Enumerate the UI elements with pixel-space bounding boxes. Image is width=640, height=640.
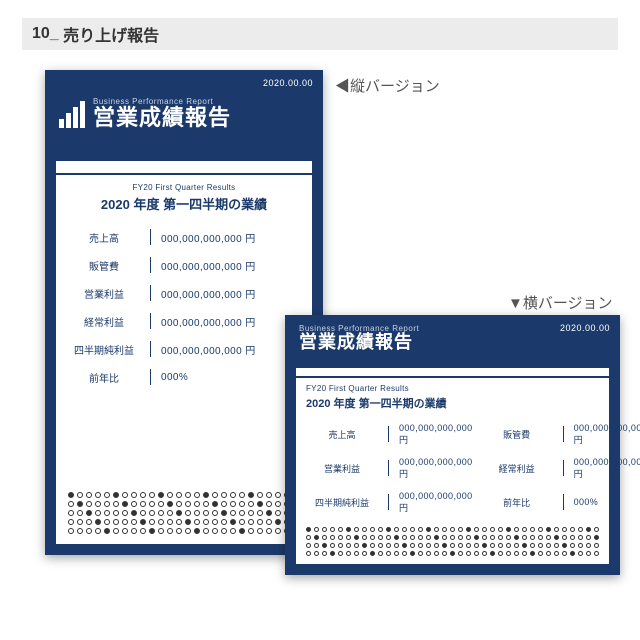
separator (150, 285, 151, 301)
metric-label: 経常利益 (68, 314, 140, 329)
report-card-landscape: 2020.00.00 Business Performance Report 営… (285, 315, 620, 575)
page-title-bar: 10_ 売り上げ報告 (22, 18, 618, 50)
metric-label: 四半期純利益 (68, 342, 140, 357)
metric-row: 売上高 000,000,000,000 円 (306, 417, 473, 451)
separator (388, 494, 389, 510)
metric-rows: 売上高000,000,000,000 円販管費000,000,000,000 円… (306, 417, 599, 519)
metric-value: 000% (574, 497, 640, 507)
report-card-portrait: 2020.00.00 Business Performance Report 営… (45, 70, 323, 555)
section-title: 売り上げ報告 (63, 22, 159, 46)
card-header: Business Performance Report 営業成績報告 (45, 98, 323, 150)
placeholder-line (306, 527, 599, 532)
placeholder-line (68, 510, 300, 516)
placeholder-text (306, 527, 599, 556)
placeholder-line (68, 492, 300, 498)
placeholder-line (68, 528, 300, 534)
metric-row: 経常利益 000,000,000,000 円 (68, 307, 300, 335)
metric-value: 000,000,000,000 円 (574, 423, 640, 446)
metric-row: 経常利益 000,000,000,000 円 (481, 451, 640, 485)
metric-label: 営業利益 (68, 286, 140, 301)
metric-value: 000,000,000,000 円 (161, 314, 300, 329)
separator (563, 426, 564, 442)
metric-rows: 売上高000,000,000,000 円販管費000,000,000,000 円… (68, 223, 300, 484)
metric-label: 前年比 (68, 370, 140, 385)
header-title-jp: 営業成績報告 (93, 106, 231, 130)
section-number: 10_ (32, 25, 59, 43)
separator (150, 229, 151, 245)
portrait-version-label: ◀縦バージョン (335, 75, 440, 96)
placeholder-line (68, 501, 300, 507)
separator (150, 369, 151, 385)
metric-label: 販管費 (481, 428, 553, 441)
metric-value: 000,000,000,000 円 (161, 258, 300, 273)
metric-row: 売上高 000,000,000,000 円 (68, 223, 300, 251)
placeholder-line (306, 535, 599, 540)
panel-subtitle-en: FY20 First Quarter Results (68, 183, 300, 192)
metric-value: 000,000,000,000 円 (399, 491, 473, 514)
metric-label: 売上高 (306, 428, 378, 441)
metric-value: 000% (161, 372, 300, 383)
separator (150, 257, 151, 273)
metric-value: 000,000,000,000 円 (399, 457, 473, 480)
header-title-jp: 営業成績報告 (299, 333, 419, 353)
panel-subtitle-en: FY20 First Quarter Results (306, 384, 599, 393)
metric-row: 前年比 000% (68, 363, 300, 391)
landscape-version-label: ▼横バージョン (508, 292, 613, 313)
placeholder-line (68, 519, 300, 525)
card-header: Business Performance Report 営業成績報告 (285, 325, 620, 363)
metric-label: 営業利益 (306, 462, 378, 475)
metric-row: 営業利益 000,000,000,000 円 (306, 451, 473, 485)
placeholder-text (68, 492, 300, 534)
accent-bar (56, 173, 312, 175)
placeholder-line (306, 551, 599, 556)
metric-label: 販管費 (68, 258, 140, 273)
metric-row: 販管費 000,000,000,000 円 (481, 417, 640, 451)
metric-row: 前年比 000% (481, 485, 640, 519)
metric-label: 経常利益 (481, 462, 553, 475)
panel-title-jp: 2020 年度 第一四半期の業績 (306, 395, 599, 411)
panel-title-jp: 2020 年度 第一四半期の業績 (68, 194, 300, 213)
metric-label: 売上高 (68, 230, 140, 245)
separator (150, 341, 151, 357)
panel: FY20 First Quarter Results 2020 年度 第一四半期… (295, 367, 610, 565)
metric-value: 000,000,000,000 円 (574, 457, 640, 480)
metric-value: 000,000,000,000 円 (161, 342, 300, 357)
metric-row: 販管費 000,000,000,000 円 (68, 251, 300, 279)
metric-label: 四半期純利益 (306, 496, 378, 509)
metric-value: 000,000,000,000 円 (399, 423, 473, 446)
panel: FY20 First Quarter Results 2020 年度 第一四半期… (55, 160, 313, 545)
separator (150, 313, 151, 329)
metric-label: 前年比 (481, 496, 553, 509)
metric-row: 四半期純利益 000,000,000,000 円 (68, 335, 300, 363)
metric-value: 000,000,000,000 円 (161, 286, 300, 301)
separator (563, 494, 564, 510)
separator (563, 460, 564, 476)
bar-chart-icon (59, 100, 85, 128)
metric-row: 営業利益 000,000,000,000 円 (68, 279, 300, 307)
date-stamp: 2020.00.00 (263, 78, 313, 88)
metric-value: 000,000,000,000 円 (161, 230, 300, 245)
placeholder-line (306, 543, 599, 548)
metric-row: 四半期純利益 000,000,000,000 円 (306, 485, 473, 519)
accent-bar (296, 376, 609, 378)
separator (388, 426, 389, 442)
separator (388, 460, 389, 476)
